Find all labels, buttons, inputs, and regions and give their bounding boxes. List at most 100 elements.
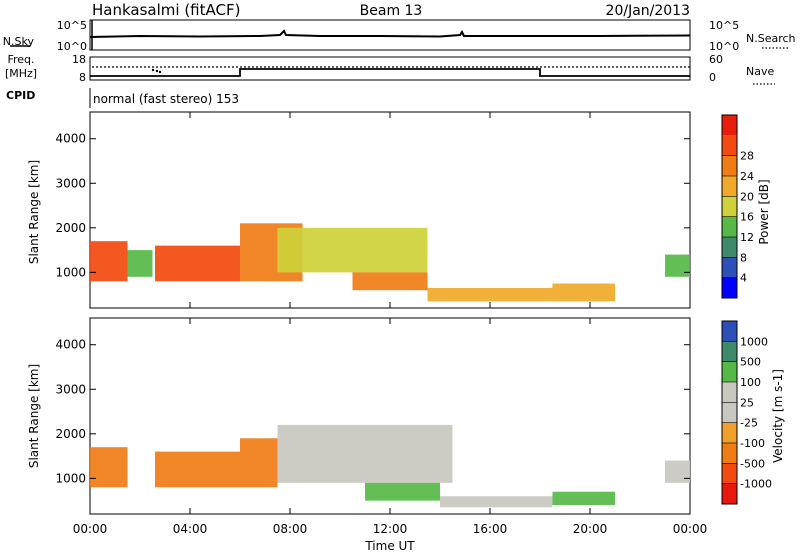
power-colorbar-segment	[722, 155, 737, 176]
velocity-colorbar-tick-label: 500	[740, 356, 761, 369]
velocity-colorbar-label: Velocity [m s-1]	[771, 369, 785, 463]
freq-panel: Freq. [MHz] 18 8 60 0 Nave	[5, 53, 775, 85]
velocity-regions	[90, 424, 690, 508]
velocity-ytick-label: 4000	[55, 338, 86, 352]
x-tick-label: 12:00	[373, 522, 408, 536]
power-yticks: 1000 2000 3000 4000	[55, 132, 690, 279]
velocity-echo-region	[665, 460, 690, 483]
velocity-colorbar-tick-label: 100	[740, 376, 761, 389]
power-colorbar-tick-label: 16	[740, 211, 754, 224]
velocity-colorbar-segment	[722, 382, 737, 403]
x-tick-label: 20:00	[573, 522, 608, 536]
freq-tick-top: 18	[72, 53, 86, 66]
velocity-colorbar-segment	[722, 463, 737, 484]
nsky-label: N.Sky	[3, 35, 35, 48]
power-regions	[90, 223, 690, 302]
power-colorbar-segment	[722, 115, 737, 136]
x-tick-label: 16:00	[473, 522, 508, 536]
velocity-colorbar-segment	[722, 422, 737, 443]
x-tick-label: 00:00	[673, 522, 708, 536]
x-tick-label: 08:00	[273, 522, 308, 536]
power-echo-region	[127, 250, 153, 277]
date-title: 20/Jan/2013	[606, 3, 690, 19]
power-echo-region	[552, 283, 615, 302]
power-echo-region	[352, 272, 428, 291]
power-colorbar-label: Power [dB]	[757, 179, 771, 244]
power-echo-region	[665, 254, 690, 277]
nave-label: Nave	[746, 65, 774, 78]
power-ytick-label: 4000	[55, 132, 86, 146]
nsky-panel: N.Sky 10^5 10^0 10^5 10^0 N.Search	[3, 19, 796, 53]
power-ytick-label: 3000	[55, 176, 86, 190]
freq-line	[90, 68, 690, 77]
x-tick-label: 00:00	[73, 522, 108, 536]
power-colorbar-tick-label: 28	[740, 150, 754, 163]
velocity-ytick-label: 2000	[55, 427, 86, 441]
cpid-label: CPID	[6, 89, 35, 102]
power-colorbar-tick-label: 4	[740, 272, 747, 285]
nave-tick-top: 60	[709, 53, 723, 66]
velocity-colorbar-tick-label: 1000	[740, 335, 768, 348]
freq-dot	[155, 69, 159, 73]
power-colorbar-segment	[722, 277, 737, 298]
freq-label-2: [MHz]	[5, 67, 37, 80]
nsearch-tick-top: 10^5	[709, 19, 739, 32]
power-echo-region	[427, 287, 553, 302]
freq-frame	[89, 56, 691, 81]
velocity-yticks: 1000 2000 3000 4000	[55, 338, 690, 485]
freq-tick-bottom: 8	[79, 71, 86, 84]
power-colorbar-segment	[722, 257, 737, 278]
velocity-colorbar-segment	[722, 443, 737, 464]
power-colorbar-segment	[722, 237, 737, 258]
station-title: Hankasalmi (fitACF)	[92, 1, 240, 19]
power-ylabel: Slant Range [km]	[27, 160, 41, 264]
power-colorbar-tick-label: 24	[740, 170, 754, 183]
freq-label-1: Freq.	[7, 53, 34, 66]
velocity-echo-region	[155, 451, 240, 488]
x-tick-label: 04:00	[173, 522, 208, 536]
velocity-echo-region	[90, 447, 128, 488]
velocity-colorbar-tick-label: -1000	[740, 478, 772, 491]
x-axis: 00:00 04:00 08:00 12:00 16:00 20:00 00:00	[73, 112, 708, 536]
velocity-panel: 1000 2000 3000 4000 Slant Range [km] 1000 50…	[27, 317, 785, 515]
velocity-colorbar-tick-label: -25	[740, 417, 758, 430]
freq-dot	[151, 68, 155, 72]
freq-dot	[158, 70, 162, 74]
beam-title: Beam 13	[360, 3, 423, 19]
nsky-frame	[89, 19, 691, 51]
velocity-ytick-label: 3000	[55, 382, 86, 396]
velocity-echo-region	[240, 438, 278, 488]
power-echo-region	[155, 245, 240, 282]
power-echo-region	[277, 227, 428, 273]
velocity-colorbar-tick-label: -100	[740, 437, 765, 450]
power-ytick-label: 2000	[55, 221, 86, 235]
velocity-colorbar: 1000 500 100 25 -25 -100 -500 -1000	[721, 320, 772, 505]
nsky-tick-bottom: 10^0	[57, 40, 87, 53]
power-colorbar-frame	[721, 114, 738, 299]
power-colorbar-segment	[722, 216, 737, 237]
velocity-echo-region	[365, 482, 440, 501]
velocity-colorbar-tick-label: 25	[740, 396, 754, 409]
velocity-echo-region	[440, 496, 553, 508]
velocity-colorbar-tick-label: -500	[740, 457, 765, 470]
power-colorbar-segment	[722, 135, 737, 156]
velocity-ytick-label: 1000	[55, 471, 86, 485]
power-colorbar-segment	[722, 176, 737, 197]
power-colorbar-tick-label: 8	[740, 251, 747, 264]
velocity-echo-region	[552, 491, 615, 506]
velocity-colorbar-frame	[721, 320, 738, 505]
power-colorbar-tick-label: 20	[740, 190, 754, 203]
velocity-colorbar-segment	[722, 483, 737, 504]
nsky-line	[89, 29, 691, 38]
nsearch-tick-bottom: 10^0	[709, 40, 739, 53]
nave-tick-bottom: 0	[709, 71, 716, 84]
power-colorbar-segment	[722, 196, 737, 217]
power-colorbar: 4 8 12 16 20 24 28	[721, 114, 754, 299]
velocity-colorbar-segment	[722, 402, 737, 423]
power-ytick-label: 1000	[55, 265, 86, 279]
velocity-colorbar-segment	[722, 361, 737, 382]
power-echo-region	[90, 241, 128, 282]
nsearch-label: N.Search	[746, 32, 796, 45]
velocity-colorbar-segment	[722, 321, 737, 342]
